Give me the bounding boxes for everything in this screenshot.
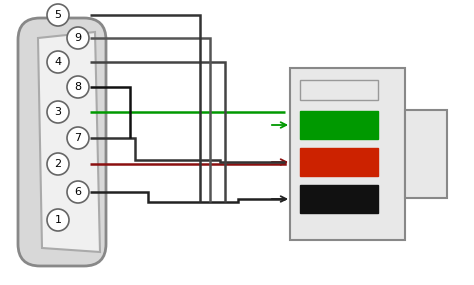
Text: 8: 8 [74,82,82,92]
Bar [405,110,447,198]
Text: 2: 2 [55,159,62,169]
Bar [300,80,378,100]
Bar [300,185,378,213]
Text: 5: 5 [55,10,62,20]
Text: 3: 3 [55,107,62,117]
Bar [290,68,405,240]
Bar [300,148,378,176]
Circle shape [67,181,89,203]
Text: 4: 4 [55,57,62,67]
Text: 7: 7 [74,133,82,143]
Circle shape [47,153,69,175]
Circle shape [67,76,89,98]
Text: 1: 1 [55,215,62,225]
FancyBboxPatch shape [18,18,106,266]
Circle shape [47,4,69,26]
Circle shape [47,209,69,231]
Bar [300,111,378,139]
Polygon shape [38,32,100,252]
Text: 9: 9 [74,33,82,43]
Circle shape [47,101,69,123]
Circle shape [47,51,69,73]
Text: 6: 6 [74,187,82,197]
Circle shape [67,27,89,49]
Circle shape [67,127,89,149]
